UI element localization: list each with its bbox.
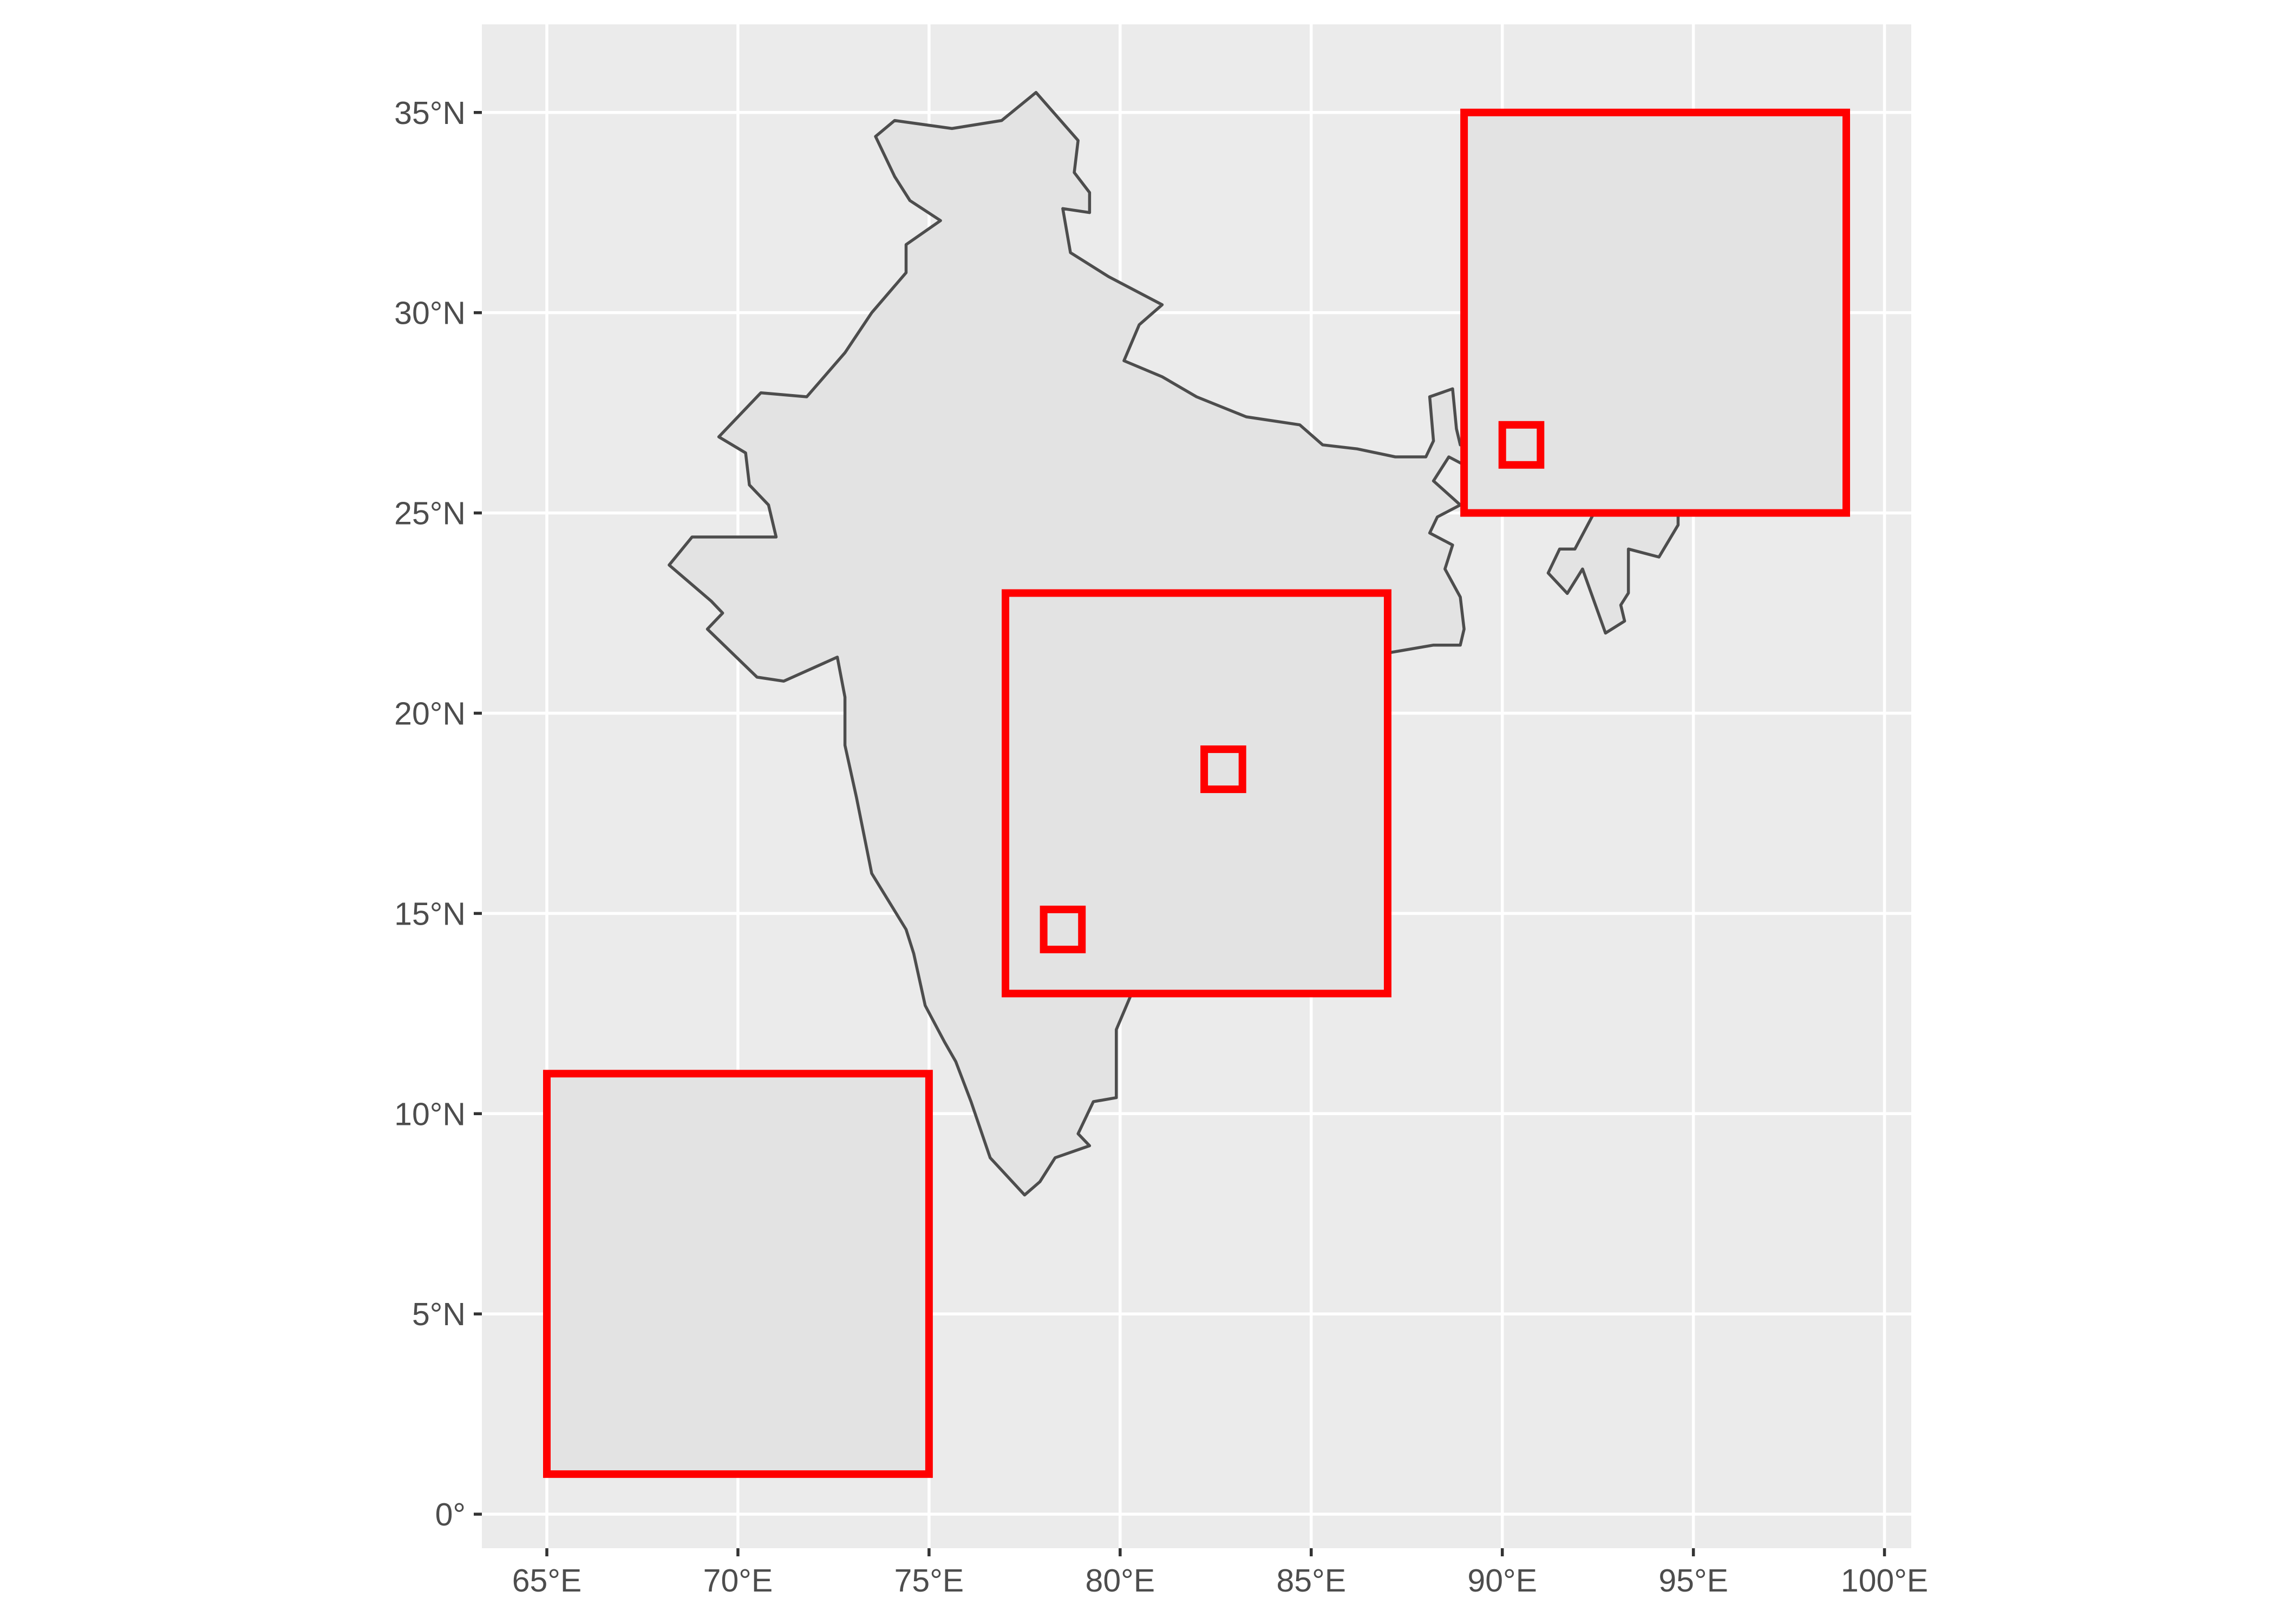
x-tick-label: 100°E bbox=[1841, 1563, 1928, 1599]
region-box-6 bbox=[1498, 421, 1545, 469]
y-tick-label: 5°N bbox=[412, 1296, 466, 1332]
x-tick-label: 95°E bbox=[1658, 1563, 1728, 1599]
y-tick-label: 10°N bbox=[394, 1096, 466, 1132]
y-tick-label: 25°N bbox=[394, 496, 466, 532]
region-box-4 bbox=[1200, 745, 1246, 794]
x-tick-label: 90°E bbox=[1467, 1563, 1537, 1599]
x-tick-label: 70°E bbox=[703, 1563, 773, 1599]
x-tick-label: 65°E bbox=[512, 1563, 582, 1599]
boxes-layer bbox=[543, 108, 1850, 1478]
x-tick-label: 80°E bbox=[1086, 1563, 1155, 1599]
y-tick-label: 0° bbox=[435, 1497, 466, 1533]
y-tick-label: 20°N bbox=[394, 696, 466, 731]
x-tick-label: 75°E bbox=[894, 1563, 964, 1599]
y-tick-label: 15°N bbox=[394, 896, 466, 932]
region-box-1 bbox=[543, 1070, 933, 1478]
x-tick-label: 85°E bbox=[1276, 1563, 1346, 1599]
region-box-5 bbox=[1040, 905, 1086, 953]
y-tick-label: 30°N bbox=[394, 296, 466, 331]
axes: 65°E 70°E 75°E 80°E 85°E 90°E 95°E 100°E 0° 5°N 10… bbox=[394, 95, 1928, 1599]
y-tick-label: 35°N bbox=[394, 95, 466, 131]
